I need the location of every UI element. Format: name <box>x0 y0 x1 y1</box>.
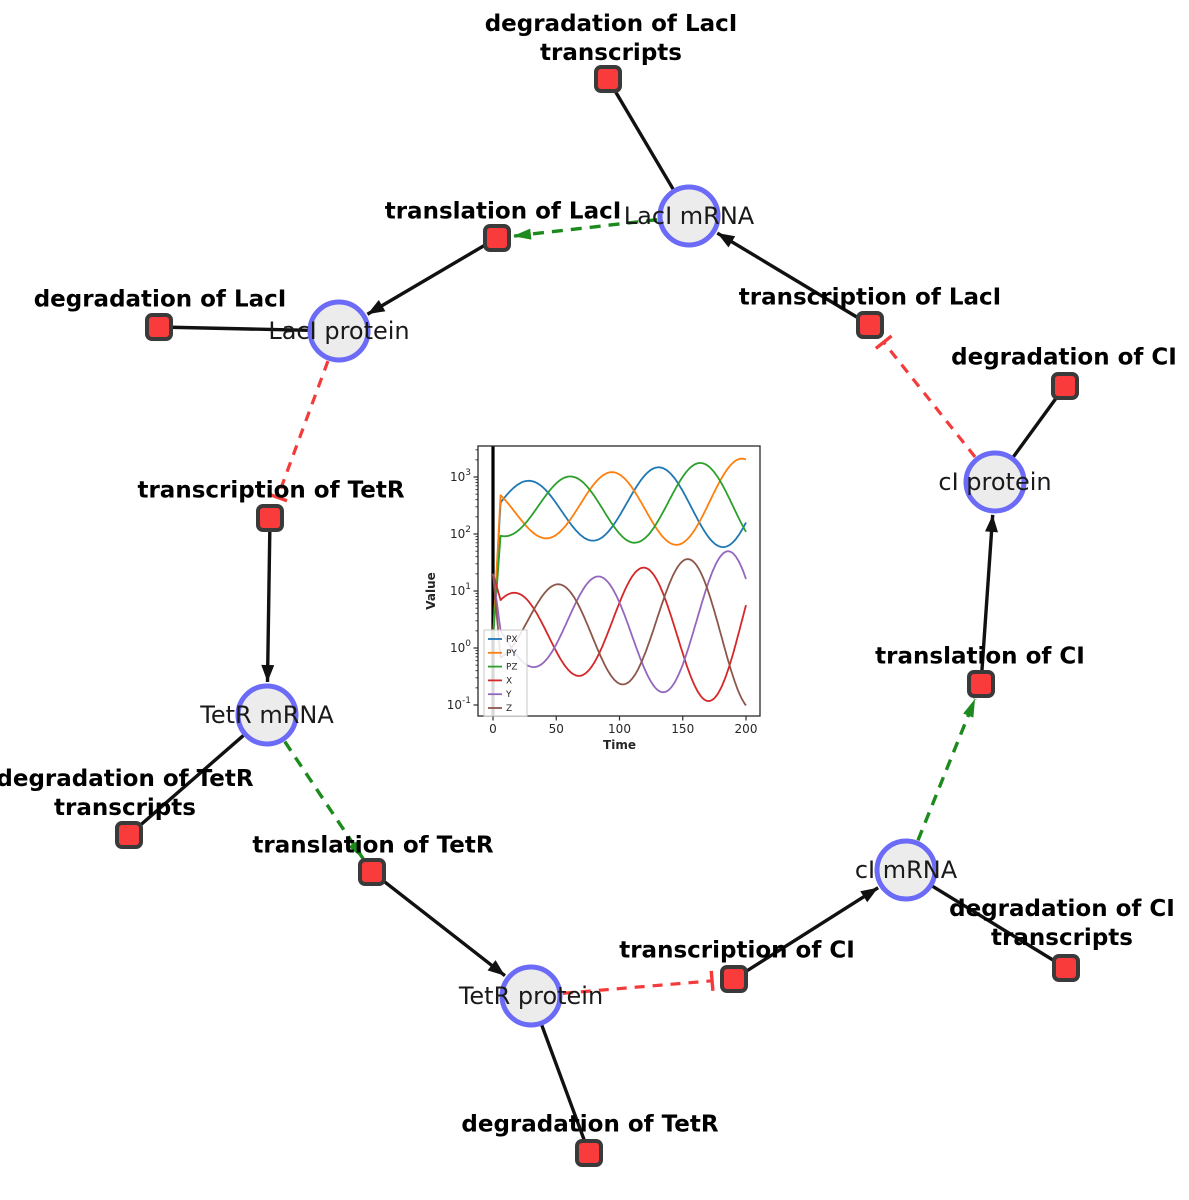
edge-production-transcription-of-laci-to-laci-mrna <box>716 231 871 327</box>
modifier-arrowhead-icon <box>348 840 364 859</box>
edge-production-translation-of-laci-to-laci-protein <box>366 236 498 316</box>
edge-consumption-tetr-mrna-to-degradation-of-tetr-transcripts <box>127 734 245 837</box>
reaction-node-transcription-of-ci[interactable] <box>720 965 748 993</box>
edge-consumption-ci-mrna-to-degradation-of-ci-transcripts <box>931 884 1067 970</box>
svg-text:10-1: 10-1 <box>447 696 471 712</box>
svg-text:100: 100 <box>450 639 471 655</box>
series-line-PY <box>492 457 747 639</box>
legend-label-PZ: PZ <box>506 663 518 673</box>
reaction-node-transcription-of-tetr[interactable] <box>256 504 284 532</box>
inhibition-tbar-icon <box>874 334 893 350</box>
reaction-node-degradation-of-ci-transcripts[interactable] <box>1052 954 1080 982</box>
svg-text:103: 103 <box>450 468 471 484</box>
reaction-nodes-layer <box>115 65 1080 1167</box>
edge-production-transcription-of-tetr-to-tetr-mrna <box>261 517 275 683</box>
edge-inhibition-laci-protein-to-transcription-of-tetr <box>267 360 330 503</box>
series-line-X <box>492 566 747 702</box>
edge-production-transcription-of-ci-to-ci-mrna <box>733 886 880 981</box>
svg-text:200: 200 <box>735 722 758 736</box>
legend-label-Y: Y <box>505 690 512 700</box>
series-line-Z <box>492 558 747 706</box>
series-curves <box>492 457 747 706</box>
svg-text:50: 50 <box>549 722 564 736</box>
edge-consumption-tetr-protein-to-degradation-of-tetr <box>540 1024 591 1154</box>
series-line-PZ <box>492 462 747 639</box>
reaction-node-degradation-of-laci[interactable] <box>145 313 173 341</box>
species-node-tetr-mrna[interactable] <box>235 683 299 747</box>
edge-production-translation-of-ci-to-ci-protein <box>979 514 999 685</box>
svg-text:100: 100 <box>608 722 631 736</box>
simulation-plot-svg: 0 50 100 150 20010-1100101102103TimeValuePXP… <box>425 445 761 752</box>
reaction-node-degradation-of-ci[interactable] <box>1051 372 1079 400</box>
edge-modifier-ci-mrna-to-translation-of-ci <box>916 698 977 841</box>
legend-label-Z: Z <box>506 704 512 714</box>
modifier-arrowhead-icon <box>963 698 976 718</box>
edge-inhibition-tetr-protein-to-transcription-of-ci <box>562 970 715 995</box>
legend-label-X: X <box>506 676 512 686</box>
legend-label-PX: PX <box>506 635 518 645</box>
legend-box <box>483 629 528 717</box>
reaction-node-degradation-of-tetr-transcripts[interactable] <box>115 821 143 849</box>
reaction-node-translation-of-ci[interactable] <box>967 670 995 698</box>
species-node-ci-mrna[interactable] <box>874 838 938 902</box>
legend-label-PY: PY <box>506 649 517 659</box>
edges-layer <box>127 78 1067 1154</box>
arrowhead-icon <box>487 960 505 976</box>
species-nodes-layer <box>235 184 1027 1028</box>
simulation-plot: 0 50 100 150 200 10-1 100 101 102 103 Time Value PX P… <box>425 438 777 762</box>
edge-consumption-laci-protein-to-degradation-of-laci <box>158 325 309 333</box>
series-line-Y <box>492 550 747 694</box>
species-node-tetr-protein[interactable] <box>499 964 563 1028</box>
inhibition-tbar-icon <box>709 970 715 991</box>
reaction-node-degradation-of-laci-transcripts[interactable] <box>594 65 622 93</box>
species-node-laci-protein[interactable] <box>307 299 371 363</box>
reaction-node-translation-of-tetr[interactable] <box>358 858 386 886</box>
edge-production-translation-of-tetr-to-tetr-protein <box>370 870 507 978</box>
species-node-ci-protein[interactable] <box>963 450 1027 514</box>
svg-text:0: 0 <box>489 722 497 736</box>
edge-modifier-tetr-mrna-to-translation-of-tetr <box>283 740 365 860</box>
edge-modifier-laci-mrna-to-translation-of-laci <box>512 217 658 240</box>
arrowhead-icon <box>860 887 879 903</box>
modifier-arrowhead-icon <box>512 228 532 240</box>
legend: PX PY PZ XYZ <box>483 629 528 717</box>
svg-text:102: 102 <box>450 525 471 541</box>
series-line-PX <box>492 466 747 639</box>
reaction-node-transcription-of-laci[interactable] <box>856 311 884 339</box>
inhibition-tbar-icon <box>267 492 288 503</box>
reaction-node-degradation-of-tetr[interactable] <box>575 1139 603 1167</box>
svg-text:101: 101 <box>450 582 471 598</box>
x-axis-title: Time <box>603 738 636 752</box>
arrowhead-icon <box>717 233 736 248</box>
edge-consumption-laci-mrna-to-degradation-of-laci-transcripts <box>606 78 675 191</box>
svg-text:150: 150 <box>671 722 694 736</box>
arrowhead-icon <box>985 514 999 533</box>
species-node-laci-mrna[interactable] <box>657 184 721 248</box>
arrowhead-icon <box>261 664 275 683</box>
edge-inhibition-ci-protein-to-transcription-of-laci <box>874 334 977 458</box>
reaction-node-translation-of-laci[interactable] <box>483 224 511 252</box>
y-axis-title: Value <box>425 572 438 610</box>
arrowhead-icon <box>367 300 386 315</box>
